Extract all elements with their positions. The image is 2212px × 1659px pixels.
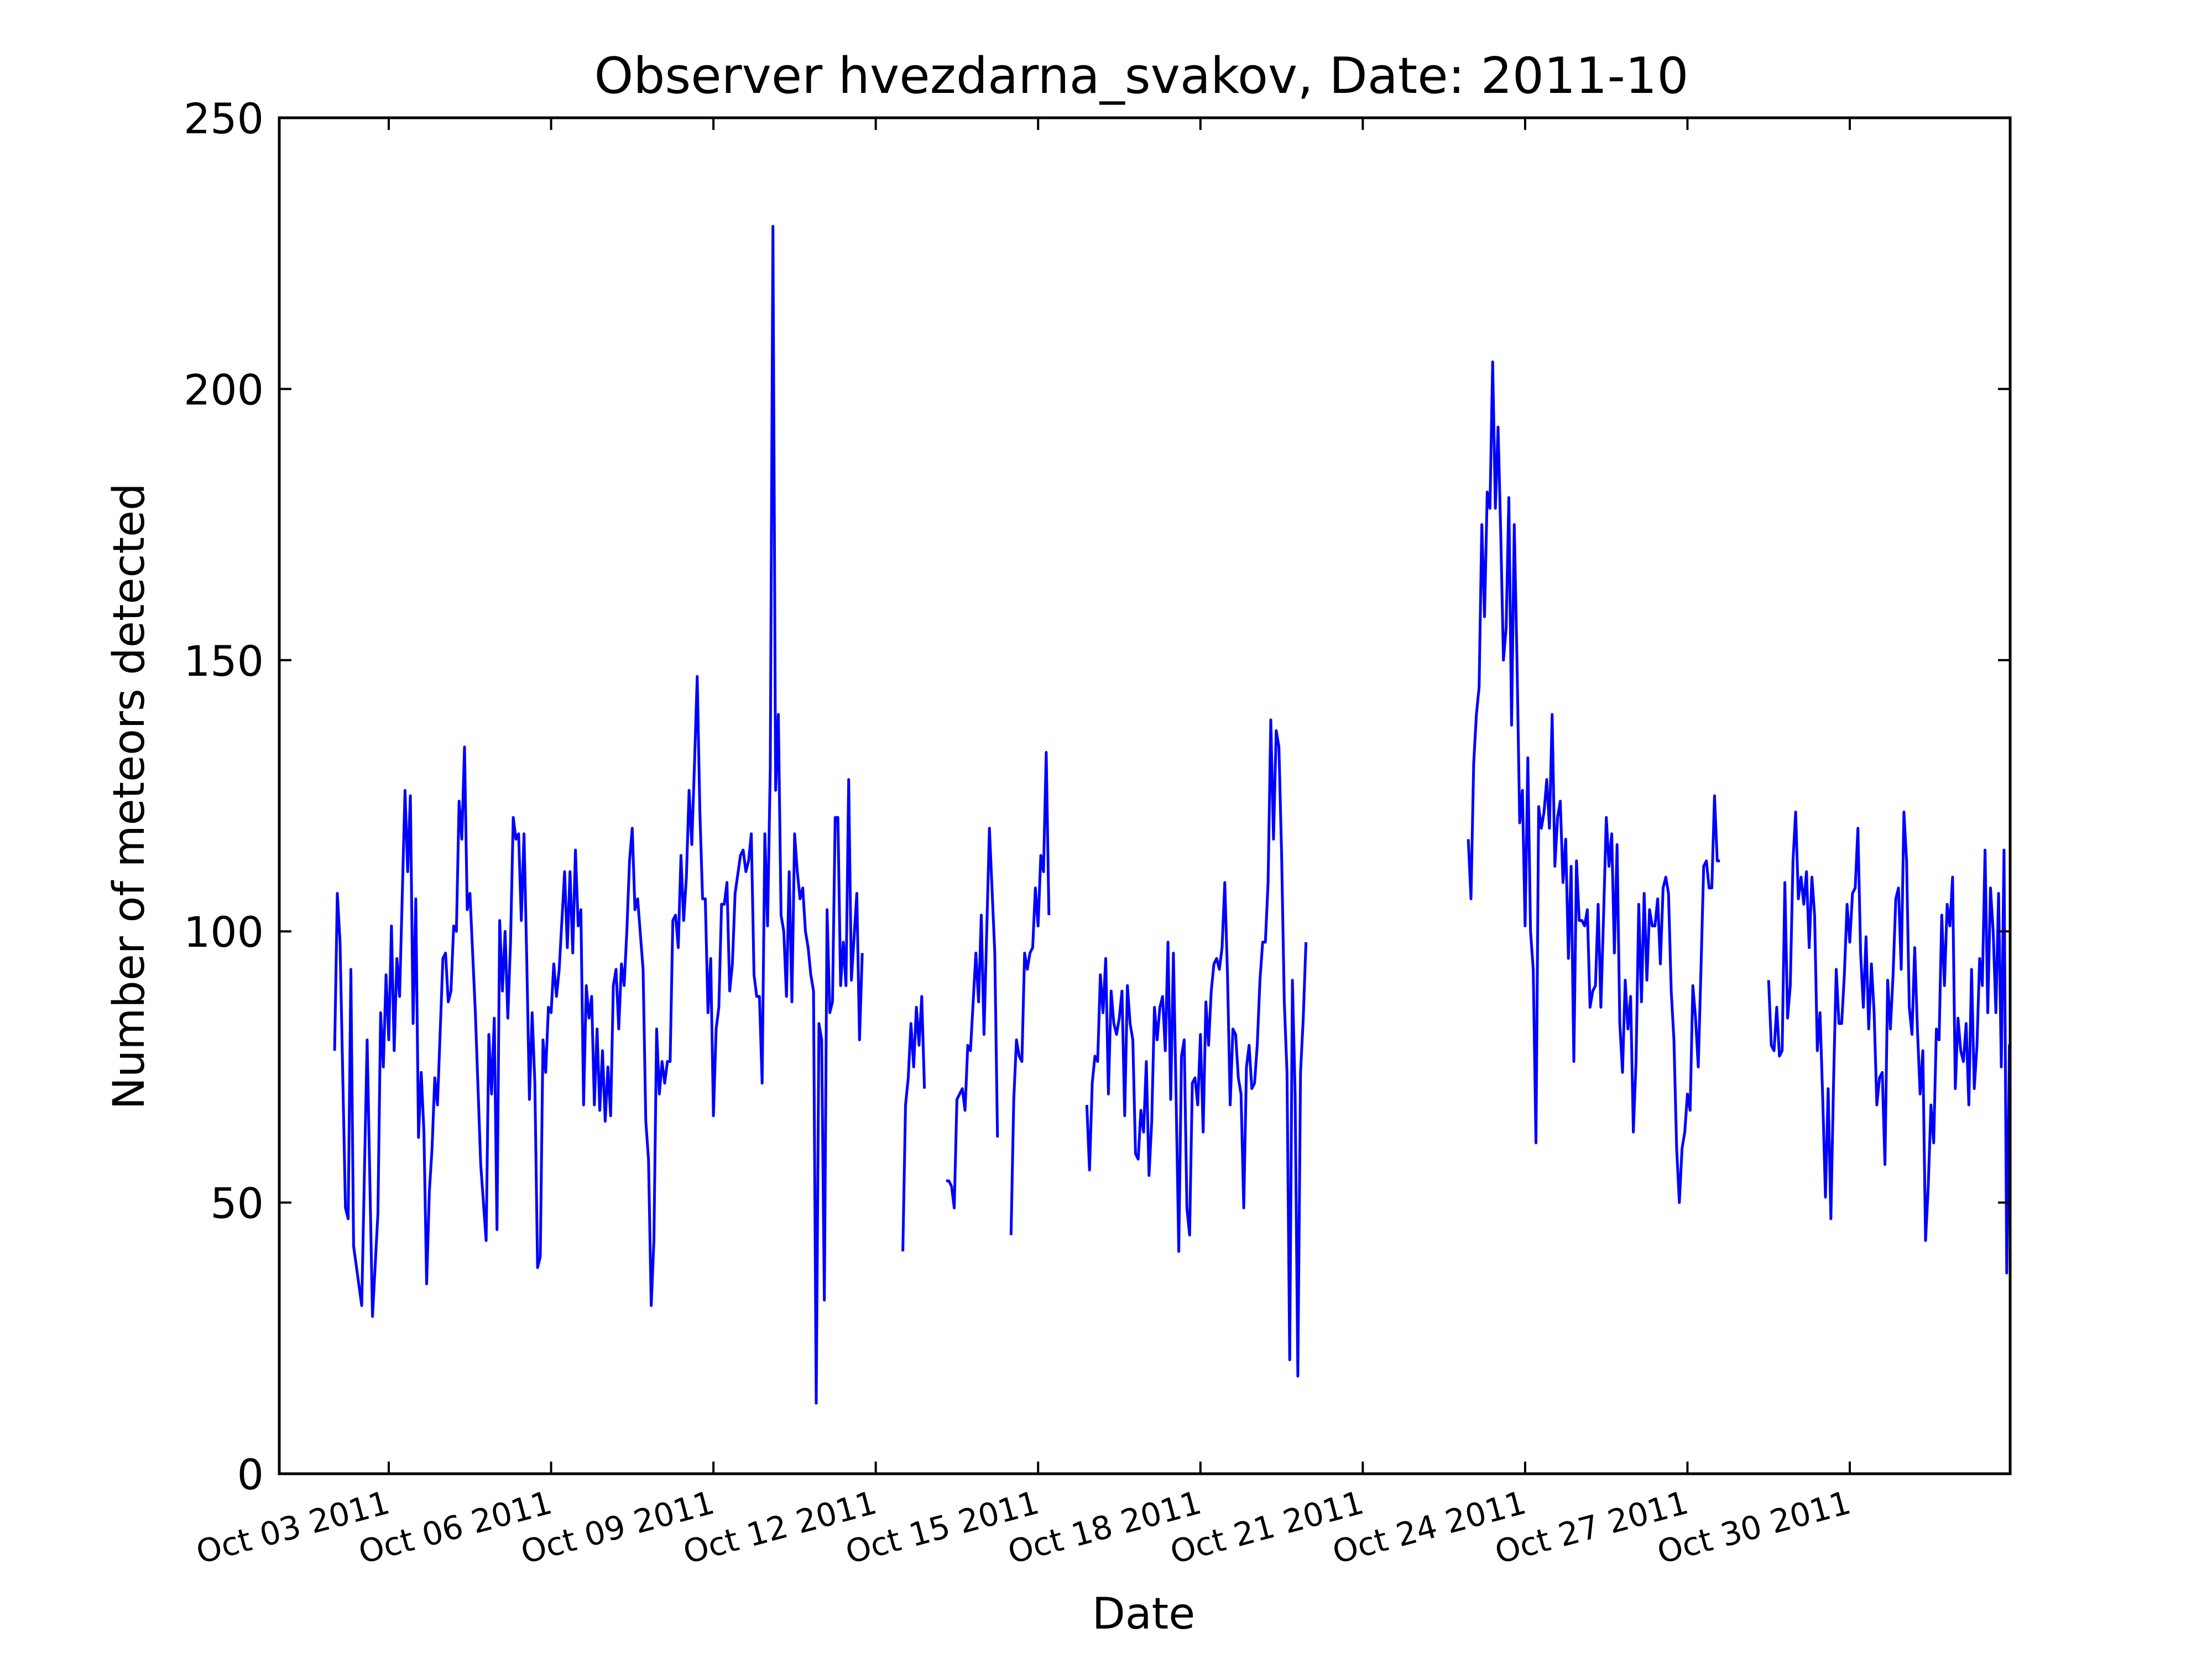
series-line-segment (946, 827, 999, 1209)
plot-frame (278, 116, 2012, 1475)
series-line-segment (1009, 751, 1051, 1235)
y-tick-label: 100 (184, 907, 264, 957)
series-line-segment (901, 995, 926, 1251)
y-tick-label: 50 (210, 1179, 264, 1228)
y-tick-label: 150 (184, 637, 264, 686)
x-axis-label: Date (1092, 1589, 1195, 1639)
series-line-segment (1085, 718, 1308, 1378)
series-line-segment (1767, 810, 2010, 1275)
y-tick-label: 0 (237, 1450, 264, 1499)
y-axis-label: Number of meteors detected (105, 483, 154, 1110)
series-line-segment (1467, 360, 1720, 1204)
plot-area (333, 225, 2010, 1405)
y-tick-label: 200 (184, 365, 264, 414)
series-line-segment (333, 225, 864, 1405)
y-tick-label: 250 (184, 94, 264, 143)
y-axis: 0 50 100 150 200 250 (184, 94, 2010, 1499)
chart-title: Observer hvezdarna_svakov, Date: 2011-10 (594, 47, 1688, 105)
